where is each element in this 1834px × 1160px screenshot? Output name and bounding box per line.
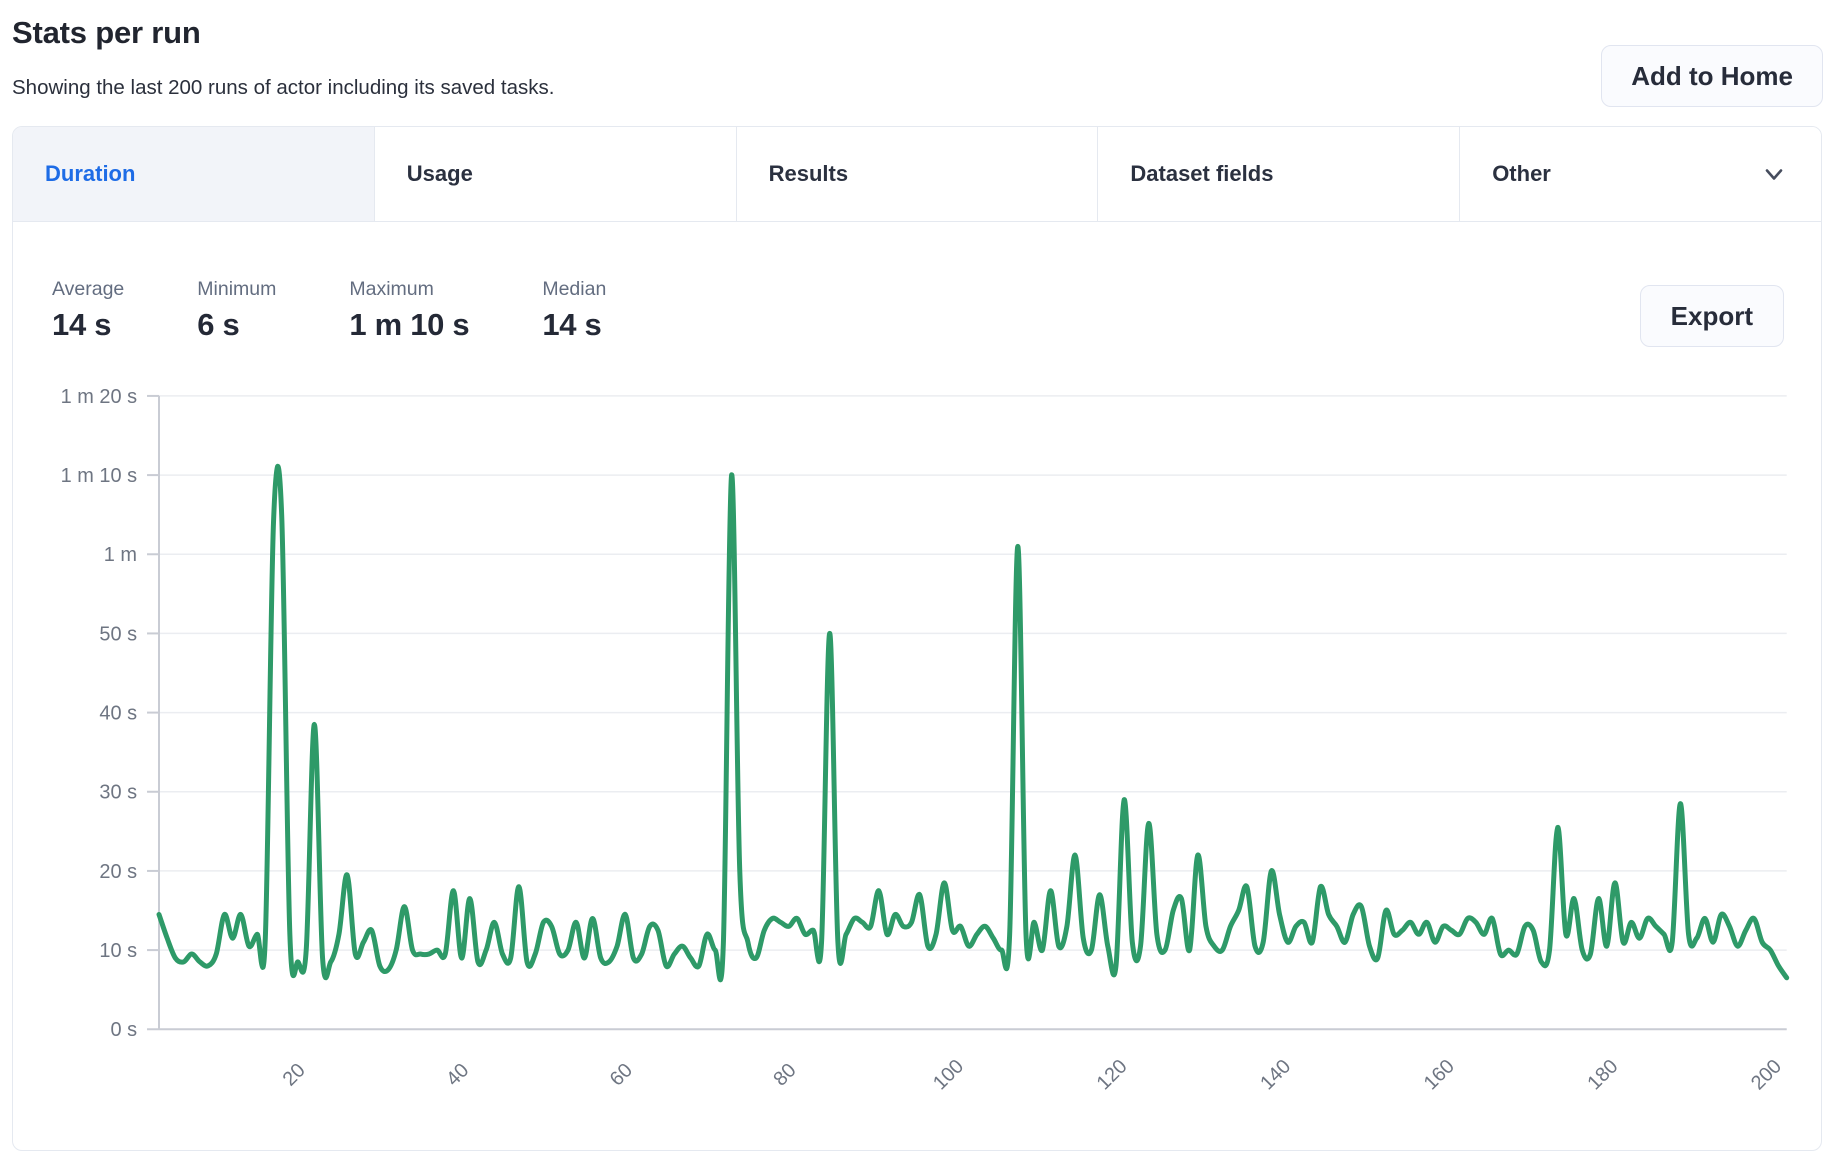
duration-panel: Average 14 s Minimum 6 s Maximum 1 m 10 … xyxy=(13,222,1821,1150)
svg-text:1 m 20 s: 1 m 20 s xyxy=(61,386,137,408)
add-to-home-button[interactable]: Add to Home xyxy=(1601,45,1823,107)
svg-text:100: 100 xyxy=(929,1055,968,1094)
svg-text:1 m: 1 m xyxy=(104,544,137,566)
svg-text:140: 140 xyxy=(1256,1055,1295,1094)
page-header: Stats per run Showing the last 200 runs … xyxy=(0,0,1834,107)
export-button[interactable]: Export xyxy=(1639,285,1784,347)
stat-minimum-value: 6 s xyxy=(197,307,240,342)
tab-dataset-fields[interactable]: Dataset fields xyxy=(1098,127,1461,221)
stat-minimum: Minimum 6 s xyxy=(197,278,276,343)
svg-text:20 s: 20 s xyxy=(99,861,137,883)
stat-median: Median 14 s xyxy=(542,278,606,343)
tab-other[interactable]: Other xyxy=(1460,127,1821,221)
stat-median-label: Median xyxy=(542,278,607,300)
svg-text:0 s: 0 s xyxy=(110,1019,137,1041)
chevron-down-icon xyxy=(1765,169,1783,180)
svg-text:40 s: 40 s xyxy=(99,703,137,725)
svg-text:60: 60 xyxy=(606,1059,637,1090)
svg-text:120: 120 xyxy=(1093,1055,1132,1094)
stat-average: Average 14 s xyxy=(52,278,124,343)
stat-maximum-value: 1 m 10 s xyxy=(349,307,470,342)
svg-text:30 s: 30 s xyxy=(99,782,137,804)
stats-summary-row: Average 14 s Minimum 6 s Maximum 1 m 10 … xyxy=(13,222,1821,343)
svg-text:180: 180 xyxy=(1583,1055,1622,1094)
stat-maximum: Maximum 1 m 10 s xyxy=(349,278,469,343)
svg-text:1 m 10 s: 1 m 10 s xyxy=(61,465,137,487)
svg-text:200: 200 xyxy=(1747,1055,1786,1094)
stat-average-value: 14 s xyxy=(52,307,112,342)
tab-results-label: Results xyxy=(768,161,849,186)
tab-dataset-fields-label: Dataset fields xyxy=(1130,161,1274,186)
tab-duration[interactable]: Duration xyxy=(13,127,375,221)
svg-text:10 s: 10 s xyxy=(99,940,137,962)
tab-bar: Duration Usage Results Dataset fields Ot… xyxy=(13,127,1821,222)
tab-usage-label: Usage xyxy=(406,161,473,186)
tab-usage[interactable]: Usage xyxy=(374,127,737,221)
svg-text:20: 20 xyxy=(279,1059,310,1090)
svg-text:160: 160 xyxy=(1420,1055,1459,1094)
stat-average-label: Average xyxy=(52,278,125,300)
tab-results[interactable]: Results xyxy=(736,127,1099,221)
svg-text:40: 40 xyxy=(442,1059,473,1090)
stat-median-value: 14 s xyxy=(542,307,602,342)
tab-other-label: Other xyxy=(1492,161,1551,186)
stat-minimum-label: Minimum xyxy=(197,278,277,300)
tab-duration-label: Duration xyxy=(45,161,136,186)
page-subtitle: Showing the last 200 runs of actor inclu… xyxy=(12,76,555,99)
duration-line-chart: 0 s 10 s 20 s 30 s 40 s 50 s 1 m 1 m 10 s 1 m 20… xyxy=(61,386,1790,1094)
svg-text:50 s: 50 s xyxy=(99,623,137,645)
stat-maximum-label: Maximum xyxy=(349,278,434,300)
svg-text:80: 80 xyxy=(769,1059,800,1090)
stats-card: Duration Usage Results Dataset fields Ot… xyxy=(12,126,1822,1151)
page-title: Stats per run xyxy=(12,15,201,50)
